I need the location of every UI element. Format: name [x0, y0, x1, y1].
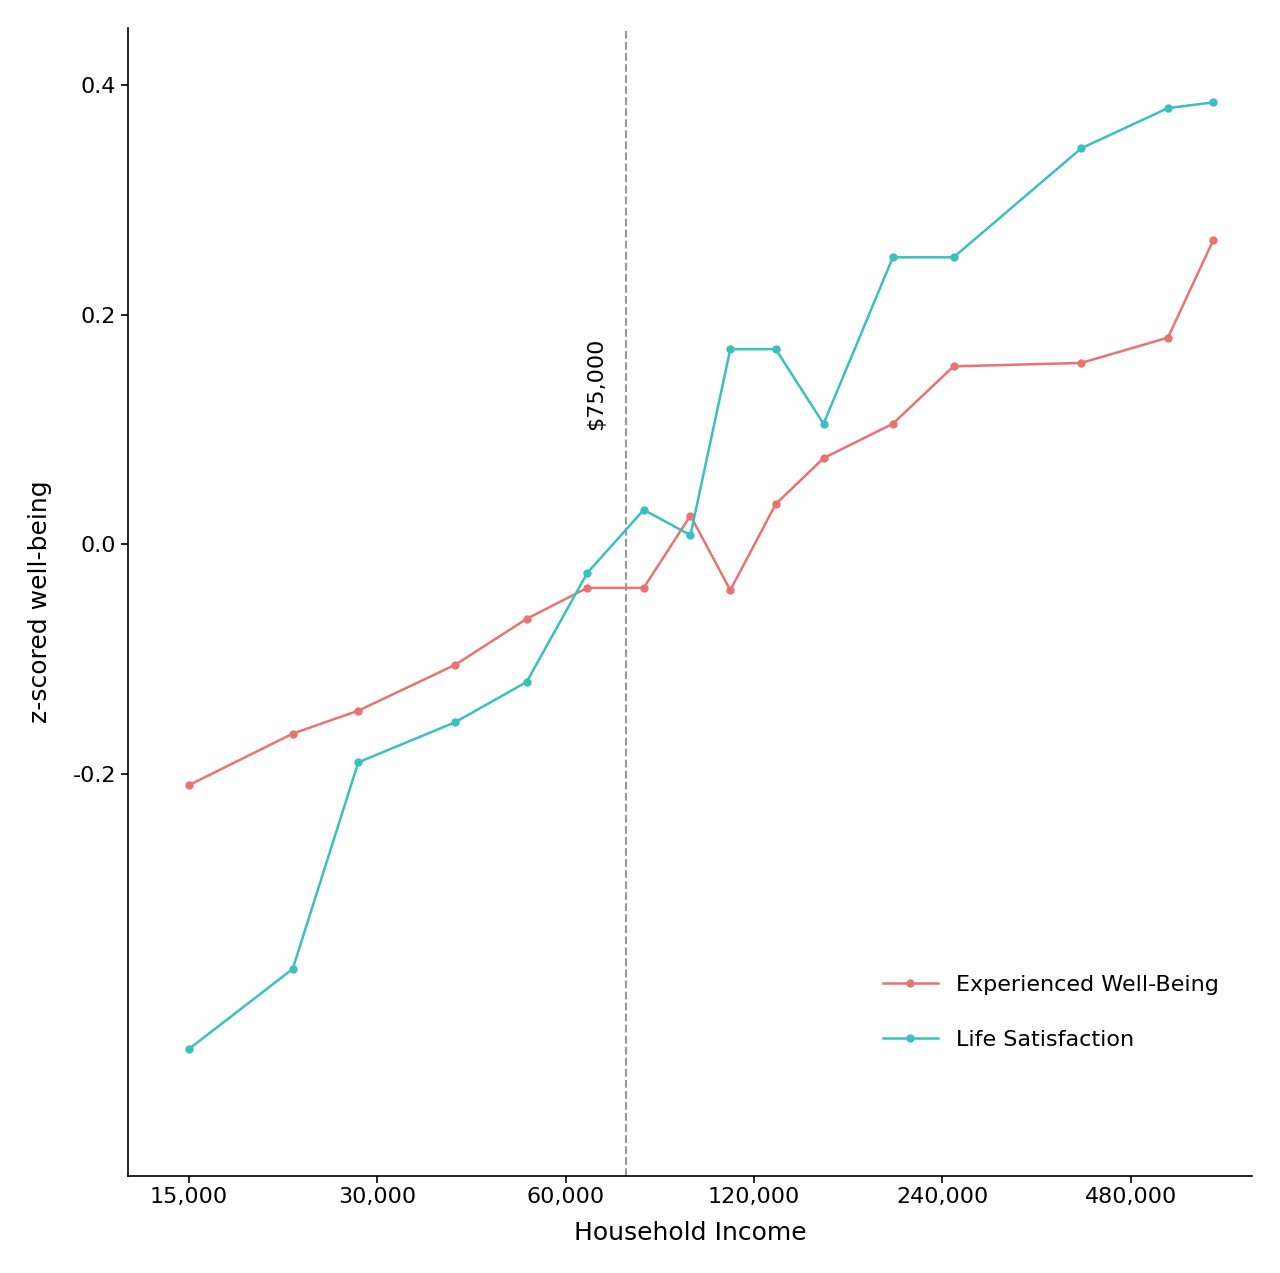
Experienced Well-Being	[285, 726, 301, 741]
Life Satisfaction	[351, 755, 366, 770]
Experienced Well-Being	[886, 416, 901, 432]
Experienced Well-Being	[1206, 233, 1221, 248]
X-axis label: Household Income: Household Income	[573, 1221, 806, 1245]
Text: $75,000: $75,000	[586, 337, 607, 430]
Experienced Well-Being	[518, 611, 534, 626]
Experienced Well-Being	[580, 580, 595, 596]
Life Satisfaction	[285, 961, 301, 976]
Experienced Well-Being	[351, 703, 366, 718]
Life Satisfaction	[682, 527, 698, 542]
Experienced Well-Being	[1074, 355, 1089, 370]
Life Satisfaction	[768, 341, 783, 356]
Line: Experienced Well-Being: Experienced Well-Being	[186, 237, 1217, 789]
Experienced Well-Being	[723, 583, 739, 598]
Experienced Well-Being	[1160, 330, 1175, 345]
Experienced Well-Being	[946, 359, 961, 374]
Life Satisfaction	[580, 565, 595, 580]
Life Satisfaction	[1074, 140, 1089, 155]
Life Satisfaction	[636, 502, 652, 517]
Life Satisfaction	[1206, 94, 1221, 109]
Experienced Well-Being	[768, 496, 783, 512]
Life Satisfaction	[448, 714, 463, 729]
Legend: Experienced Well-Being, Life Satisfaction: Experienced Well-Being, Life Satisfactio…	[860, 952, 1242, 1073]
Experienced Well-Being	[448, 657, 463, 672]
Y-axis label: z-scored well-being: z-scored well-being	[28, 480, 51, 723]
Life Satisfaction	[518, 675, 534, 690]
Experienced Well-Being	[682, 508, 698, 523]
Life Satisfaction	[723, 341, 739, 356]
Experienced Well-Being	[180, 778, 196, 793]
Life Satisfaction	[886, 250, 901, 265]
Life Satisfaction	[815, 416, 831, 432]
Life Satisfaction	[180, 1041, 196, 1057]
Life Satisfaction	[1160, 101, 1175, 116]
Experienced Well-Being	[636, 580, 652, 596]
Line: Life Satisfaction: Life Satisfaction	[186, 99, 1217, 1053]
Life Satisfaction	[946, 250, 961, 265]
Experienced Well-Being	[815, 451, 831, 466]
